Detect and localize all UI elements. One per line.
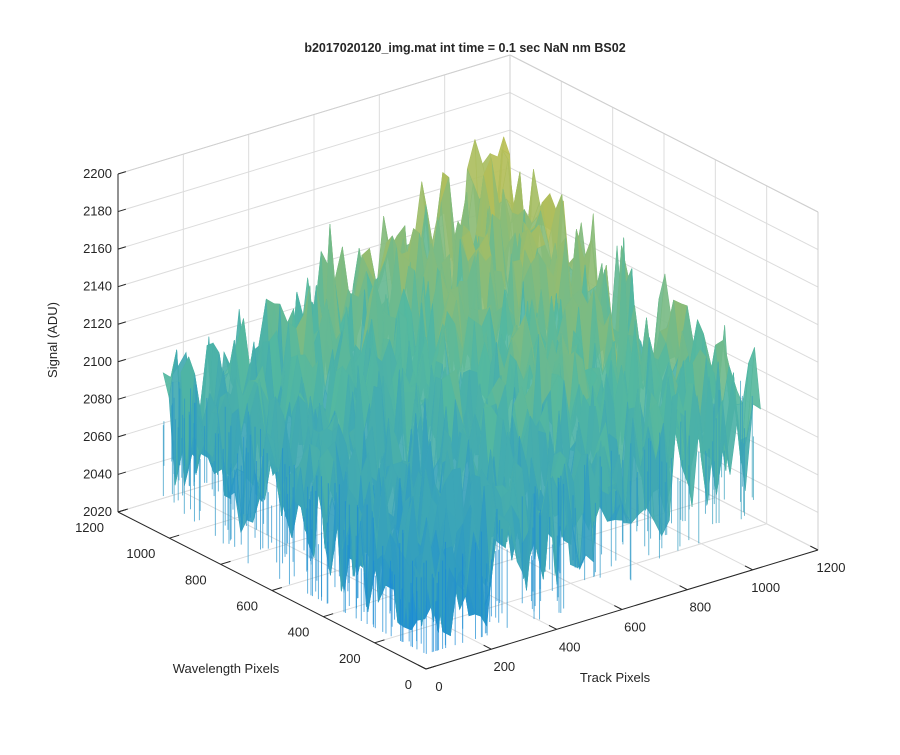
grid-line bbox=[509, 92, 819, 251]
tick-labels: 0 200 400 600 800 1000 1200 0 200 400 600 800 1000 12… bbox=[75, 166, 845, 694]
z-tick bbox=[117, 171, 126, 175]
x-axis-label: Track Pixels bbox=[580, 670, 651, 685]
y-tick bbox=[425, 665, 436, 670]
z-tick-label: 2180 bbox=[83, 204, 112, 219]
z-tick bbox=[117, 358, 126, 363]
y-tick-label: 200 bbox=[339, 651, 361, 666]
y-tick bbox=[220, 560, 231, 565]
z-tick-label: 2100 bbox=[83, 354, 112, 369]
z-tick bbox=[117, 471, 126, 475]
y-tick-label: 800 bbox=[185, 572, 207, 587]
box-edge bbox=[117, 54, 511, 175]
y-tick bbox=[323, 613, 334, 618]
x-tick-label: 1200 bbox=[817, 560, 846, 575]
z-tick-label: 2160 bbox=[83, 241, 112, 256]
y-tick bbox=[374, 639, 385, 644]
x-tick-label: 1000 bbox=[751, 580, 780, 595]
z-tick-label: 2120 bbox=[83, 316, 112, 331]
x-tick bbox=[614, 605, 623, 610]
x-tick bbox=[810, 545, 819, 551]
z-tick-label: 2140 bbox=[83, 279, 112, 294]
z-tick-label: 2060 bbox=[83, 429, 112, 444]
y-tick-label: 400 bbox=[288, 625, 310, 640]
chart-title: b2017020120_img.mat int time = 0.1 sec N… bbox=[304, 41, 625, 55]
grid-line bbox=[374, 523, 767, 644]
x-tick bbox=[744, 565, 753, 571]
y-axis-label: Wavelength Pixels bbox=[173, 661, 280, 676]
grid-line bbox=[117, 129, 511, 250]
z-tick-label: 2200 bbox=[83, 166, 112, 181]
x-tick-label: 400 bbox=[559, 639, 581, 654]
x-tick bbox=[679, 585, 688, 591]
axes bbox=[117, 171, 819, 670]
y-tick bbox=[271, 587, 282, 591]
x-tick bbox=[483, 644, 492, 650]
z-tick bbox=[117, 509, 126, 513]
z-tick bbox=[117, 396, 126, 400]
z-tick bbox=[117, 246, 126, 250]
z-tick-label: 2080 bbox=[83, 391, 112, 406]
z-tick bbox=[117, 208, 126, 213]
grid-line bbox=[509, 129, 819, 288]
y-tick-label: 1000 bbox=[126, 546, 155, 561]
x-tick-label: 200 bbox=[493, 659, 515, 674]
grid-line bbox=[117, 92, 511, 213]
x-tick-label: 0 bbox=[435, 679, 442, 694]
z-axis-label: Signal (ADU) bbox=[45, 302, 60, 378]
x-tick-label: 800 bbox=[689, 600, 711, 615]
y-tick-label: 1200 bbox=[75, 520, 104, 535]
z-tick bbox=[117, 434, 126, 438]
y-tick-label: 0 bbox=[405, 677, 412, 692]
surface-cell bbox=[419, 524, 434, 623]
z-tick-label: 2040 bbox=[83, 466, 112, 481]
z-tick bbox=[117, 283, 126, 288]
z-tick-label: 2020 bbox=[83, 504, 112, 519]
y-tick-label: 600 bbox=[236, 599, 258, 614]
z-tick bbox=[117, 321, 126, 325]
x-tick bbox=[548, 624, 557, 630]
grid-line bbox=[509, 167, 819, 326]
y-tick bbox=[169, 534, 180, 539]
x-tick bbox=[418, 664, 427, 670]
x-tick-label: 600 bbox=[624, 620, 646, 635]
box-edge bbox=[509, 54, 819, 213]
surface-mesh bbox=[162, 136, 761, 654]
